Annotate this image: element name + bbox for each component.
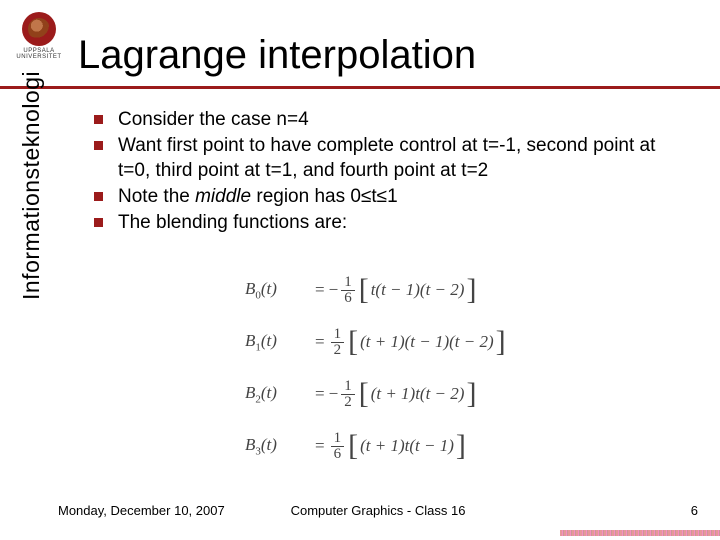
- logo: UPPSALA UNIVERSITET: [14, 12, 64, 60]
- formula-row: B1(t)=12[(t + 1)(t − 1)(t − 2)]: [245, 322, 506, 362]
- footer-center: Computer Graphics - Class 16: [58, 503, 698, 518]
- footer: Monday, December 10, 2007 Computer Graph…: [58, 503, 698, 518]
- sidebar-label: Informationsteknologi: [18, 71, 45, 300]
- logo-line2: UNIVERSITET: [14, 54, 64, 60]
- formula-row: B0(t)=−16[t(t − 1)(t − 2)]: [245, 270, 506, 310]
- bullet-item: Note the middle region has 0≤t≤1: [92, 185, 692, 209]
- bullet-item: Want first point to have complete contro…: [92, 134, 692, 183]
- bullet-item: Consider the case n=4: [92, 108, 692, 132]
- formula-row: B2(t)=−12[(t + 1)t(t − 2)]: [245, 374, 506, 414]
- university-seal-icon: [22, 12, 56, 46]
- bullet-list: Consider the case n=4Want first point to…: [92, 108, 692, 238]
- formula-row: B3(t)=16[(t + 1)t(t − 1)]: [245, 426, 506, 466]
- bullet-item: The blending functions are:: [92, 211, 692, 235]
- formula-block: B0(t)=−16[t(t − 1)(t − 2)] B1(t)=12[(t + …: [245, 270, 506, 478]
- title-underline: [0, 86, 720, 89]
- decorative-stripe: [560, 530, 720, 536]
- slide-title: Lagrange interpolation: [78, 34, 476, 76]
